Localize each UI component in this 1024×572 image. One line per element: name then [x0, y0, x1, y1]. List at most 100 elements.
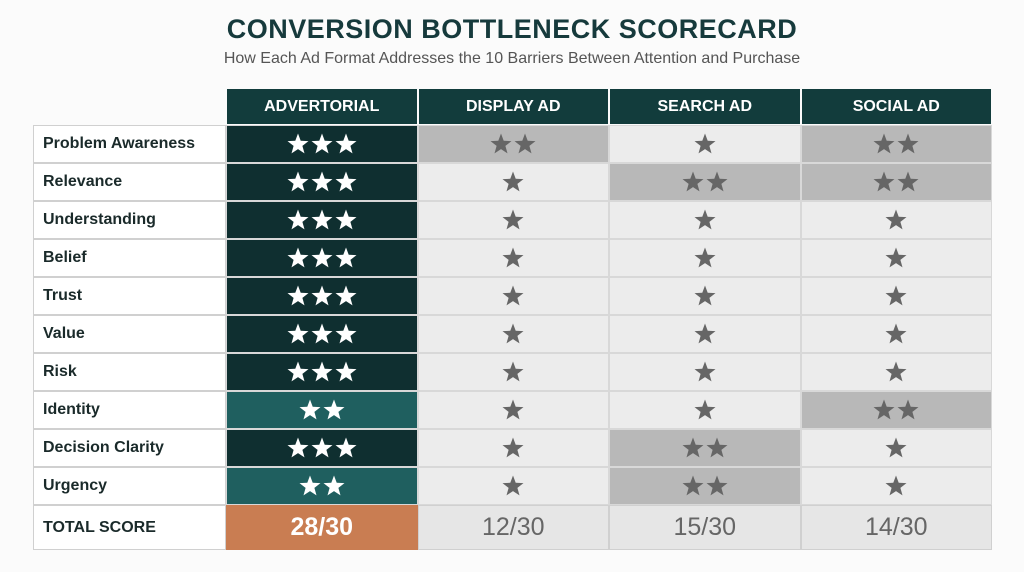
row-label: Belief	[33, 239, 226, 277]
star-rating	[502, 171, 524, 192]
column-header: DISPLAY AD	[417, 88, 609, 125]
star	[502, 247, 524, 268]
star-rating	[287, 247, 357, 268]
rating-cell	[800, 315, 992, 353]
star-rating	[885, 361, 907, 382]
rating-cell	[417, 277, 609, 315]
star-rating	[299, 475, 345, 496]
star	[287, 247, 309, 268]
star	[897, 171, 919, 192]
star-rating	[694, 247, 716, 268]
star-rating	[694, 285, 716, 306]
star-rating	[885, 209, 907, 230]
rating-cell	[800, 277, 992, 315]
star-rating	[287, 323, 357, 344]
star-rating	[873, 133, 919, 154]
rating-cell	[609, 277, 801, 315]
rating-cell	[226, 239, 418, 277]
star-rating	[885, 323, 907, 344]
star	[311, 247, 333, 268]
rating-cell	[800, 163, 992, 201]
star	[682, 171, 704, 192]
star	[873, 133, 895, 154]
star	[706, 171, 728, 192]
star	[682, 475, 704, 496]
star-rating	[287, 437, 357, 458]
rating-cell	[417, 125, 609, 163]
star	[885, 323, 907, 344]
column-header: ADVERTORIAL	[226, 88, 418, 125]
rating-cell	[609, 391, 801, 429]
star-rating	[694, 399, 716, 420]
rating-cell	[800, 239, 992, 277]
star-rating	[694, 209, 716, 230]
star	[873, 399, 895, 420]
star	[502, 285, 524, 306]
star	[335, 437, 357, 458]
star	[706, 475, 728, 496]
row-label: Relevance	[33, 163, 226, 201]
star	[335, 171, 357, 192]
subtitle: How Each Ad Format Addresses the 10 Barr…	[223, 50, 801, 67]
total-score: 14/30	[800, 505, 992, 550]
star-rating	[502, 399, 524, 420]
star	[694, 133, 716, 154]
star-rating	[694, 133, 716, 154]
star	[287, 133, 309, 154]
star	[311, 285, 333, 306]
column-header: SOCIAL AD	[800, 88, 992, 125]
star	[311, 323, 333, 344]
star	[502, 323, 524, 344]
star	[311, 209, 333, 230]
total-score: 12/30	[417, 505, 609, 550]
star	[885, 209, 907, 230]
star-rating	[873, 399, 919, 420]
star-rating	[502, 285, 524, 306]
rating-cell	[417, 201, 609, 239]
rating-cell	[609, 163, 801, 201]
star	[502, 209, 524, 230]
total-score: 15/30	[609, 505, 801, 550]
star-rating	[885, 247, 907, 268]
star-rating	[287, 171, 357, 192]
star-rating	[299, 399, 345, 420]
rating-cell	[609, 201, 801, 239]
star	[287, 323, 309, 344]
star	[885, 437, 907, 458]
star-rating	[502, 475, 524, 496]
star	[502, 437, 524, 458]
rating-cell	[226, 201, 418, 239]
star	[287, 361, 309, 382]
star	[287, 437, 309, 458]
rating-cell	[609, 125, 801, 163]
rating-cell	[417, 391, 609, 429]
star	[335, 247, 357, 268]
star-rating	[885, 285, 907, 306]
row-label: Trust	[33, 277, 226, 315]
rating-cell	[417, 429, 609, 467]
column-header: SEARCH AD	[609, 88, 801, 125]
rating-cell	[800, 353, 992, 391]
rating-cell	[226, 429, 418, 467]
star	[335, 133, 357, 154]
row-label: Urgency	[33, 467, 226, 505]
star	[502, 361, 524, 382]
row-label: Decision Clarity	[33, 429, 226, 467]
star	[514, 133, 536, 154]
row-label: Value	[33, 315, 226, 353]
row-label: Identity	[33, 391, 226, 429]
star	[287, 209, 309, 230]
star	[287, 285, 309, 306]
star-rating	[502, 323, 524, 344]
rating-cell	[800, 125, 992, 163]
star-rating	[694, 323, 716, 344]
rating-cell	[226, 315, 418, 353]
rating-cell	[226, 467, 418, 505]
title: CONVERSION BOTTLENECK SCORECARD	[226, 14, 798, 44]
star	[311, 171, 333, 192]
star	[299, 475, 321, 496]
row-label: Problem Awareness	[33, 125, 226, 163]
star	[706, 437, 728, 458]
rating-cell	[609, 353, 801, 391]
